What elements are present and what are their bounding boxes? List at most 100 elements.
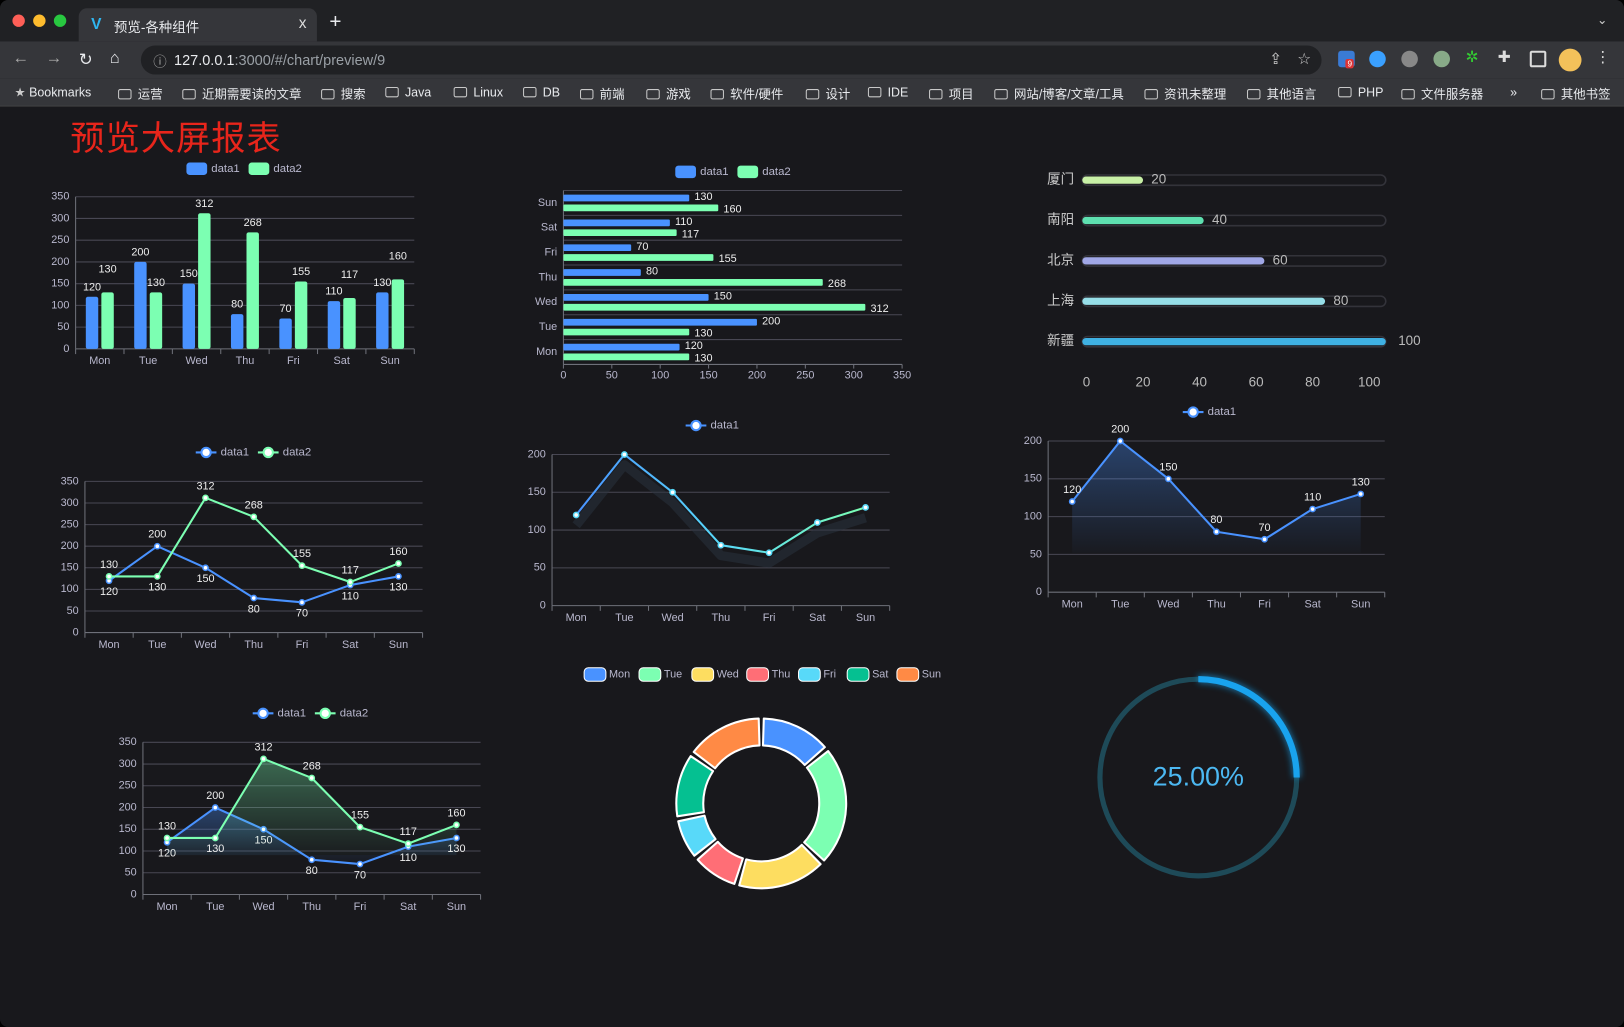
- forward-icon[interactable]: →: [45, 49, 63, 68]
- share-icon[interactable]: ⇪: [1269, 50, 1283, 69]
- bookmark-item[interactable]: 资讯未整理: [1144, 85, 1226, 103]
- bookmark-item[interactable]: IDE: [867, 84, 909, 100]
- y-tick-label: 200: [119, 801, 137, 813]
- legend-item-data2[interactable]: data2: [737, 165, 791, 179]
- x-tick-label: Mon: [98, 639, 119, 651]
- legend-item-data1[interactable]: data1: [186, 162, 240, 175]
- bookmark-label: IDE: [887, 84, 909, 100]
- donut-slice-Tue[interactable]: [803, 750, 848, 862]
- data-point: [211, 834, 219, 842]
- legend-item-data2[interactable]: data2: [248, 162, 302, 175]
- extension-icon[interactable]: [1433, 50, 1450, 68]
- legend-item-data1[interactable]: data1: [675, 165, 729, 179]
- legend-item-data2[interactable]: data2: [314, 707, 368, 719]
- profile-avatar[interactable]: [1558, 48, 1582, 72]
- legend-item-Sat[interactable]: Sat: [846, 667, 888, 682]
- legend-item-Tue[interactable]: Tue: [638, 667, 682, 682]
- extension-badge: 9: [1345, 59, 1355, 69]
- bookmark-item[interactable]: DB: [523, 85, 560, 99]
- sidebar-icon[interactable]: [1529, 50, 1547, 68]
- legend-item-data1[interactable]: data1: [252, 707, 306, 719]
- home-icon[interactable]: ⌂: [109, 49, 120, 68]
- extension-icon[interactable]: [1401, 50, 1418, 68]
- point-value-label: 130: [1352, 476, 1370, 488]
- legend-item-Thu[interactable]: Thu: [746, 667, 791, 682]
- maximize-window-button[interactable]: [53, 14, 67, 27]
- bar: [198, 213, 211, 349]
- bookmark-item[interactable]: 近期需要读的文章: [182, 85, 301, 103]
- bookmark-item[interactable]: 软件/硬件: [710, 85, 783, 103]
- folder-icon: [994, 89, 1008, 100]
- bookmark-label: 游戏: [665, 86, 691, 102]
- legend-marker: [690, 419, 702, 432]
- legend-item-Mon[interactable]: Mon: [583, 667, 630, 682]
- bookmark-item[interactable]: Linux: [453, 85, 503, 99]
- bookmark-item[interactable]: 设计: [805, 85, 850, 103]
- bar: [149, 292, 163, 349]
- folder-icon: [1338, 86, 1352, 98]
- city-label: 南阳: [1047, 212, 1074, 227]
- point-value-label: 117: [400, 826, 417, 838]
- bar: [230, 314, 244, 349]
- data-point: [1309, 505, 1316, 513]
- donut-slice-Sat[interactable]: [675, 755, 715, 818]
- bookmark-item[interactable]: Java: [385, 85, 431, 99]
- bookmark-item[interactable]: ★ Bookmarks: [14, 85, 91, 99]
- legend-item-data2[interactable]: data2: [257, 446, 311, 458]
- extension-icon[interactable]: ✲: [1465, 48, 1479, 67]
- menu-kebab-icon[interactable]: ⋮: [1594, 48, 1611, 67]
- bookmark-item[interactable]: 搜索: [321, 85, 366, 103]
- y-tick-label: 100: [528, 524, 546, 536]
- extension-icon[interactable]: 9: [1338, 50, 1355, 69]
- bookmark-item[interactable]: 文件服务器: [1401, 85, 1483, 103]
- address-bar[interactable]: ⓘ 127.0.0.1:3000/#/chart/preview/9 ⇪ ☆: [140, 45, 1322, 75]
- legend-item-data1[interactable]: data1: [1182, 406, 1236, 418]
- site-info-icon[interactable]: ⓘ: [153, 53, 167, 70]
- url-text[interactable]: 127.0.0.1:3000/#/chart/preview/9: [174, 52, 385, 69]
- reload-icon[interactable]: ↻: [78, 51, 93, 70]
- close-window-button[interactable]: [12, 14, 25, 27]
- data-point: [356, 823, 364, 831]
- legend-item-data1[interactable]: data1: [685, 419, 739, 432]
- minimize-window-button[interactable]: [33, 14, 46, 27]
- progress-bar-chart: 厦门 20 南阳 40 北京 60 上海 80 新疆 100 0 20 40 60 80 100: [1047, 172, 1421, 390]
- legend-item-Wed[interactable]: Wed: [691, 667, 739, 682]
- bar-value-label: 155: [719, 253, 737, 265]
- browser-tab[interactable]: V 预览-各种组件 x: [78, 8, 317, 42]
- puzzle-icon[interactable]: ✚: [1497, 48, 1511, 67]
- bar-value-label: 80: [231, 299, 243, 311]
- donut-slice-Thu[interactable]: [696, 840, 744, 885]
- extension-icon[interactable]: [1369, 50, 1386, 68]
- legend-label: data2: [340, 707, 368, 719]
- other-bookmarks[interactable]: 其他书签: [1541, 85, 1611, 103]
- x-tick-label: Fri: [1258, 598, 1271, 610]
- x-tick-label: Mon: [566, 612, 587, 624]
- bar-chart: data1 data2 0 50 100 150 200 250 300 350 Mon Tue Wed…: [51, 162, 415, 367]
- bookmark-item[interactable]: 网站/博客/文章/工具: [994, 85, 1124, 103]
- back-icon[interactable]: ←: [12, 49, 29, 68]
- tab-search-chevron-icon[interactable]: ⌄: [1597, 12, 1608, 27]
- x-tick-label: 20: [1136, 375, 1151, 390]
- bookmark-item[interactable]: 游戏: [646, 85, 691, 103]
- bookmark-item[interactable]: PHP: [1338, 85, 1383, 99]
- bookmark-item[interactable]: 前端: [579, 85, 625, 103]
- donut-slice-Wed[interactable]: [738, 843, 822, 890]
- bookmark-item[interactable]: 运营: [118, 85, 163, 103]
- legend-item-data1[interactable]: data1: [195, 446, 249, 458]
- bookmarks-overflow-button[interactable]: »: [1510, 84, 1517, 100]
- x-tick-label: 40: [1192, 375, 1207, 390]
- legend-item-Sun[interactable]: Sun: [896, 667, 941, 682]
- bookmark-star-icon[interactable]: ☆: [1297, 50, 1312, 69]
- folder-icon: [385, 86, 399, 98]
- donut-slice-Sun[interactable]: [692, 717, 761, 770]
- y-tick-label: 50: [57, 321, 69, 333]
- bar: [563, 318, 757, 326]
- new-tab-button[interactable]: +: [329, 10, 342, 34]
- donut-slice-Fri[interactable]: [677, 814, 717, 857]
- tab-close-button[interactable]: x: [298, 14, 307, 33]
- bar-value-label: 268: [244, 217, 262, 229]
- bookmark-item[interactable]: 项目: [929, 85, 974, 103]
- legend-item-Fri[interactable]: Fri: [798, 667, 837, 682]
- donut-slice-Mon[interactable]: [761, 717, 826, 767]
- bookmark-item[interactable]: 其他语言: [1246, 85, 1316, 103]
